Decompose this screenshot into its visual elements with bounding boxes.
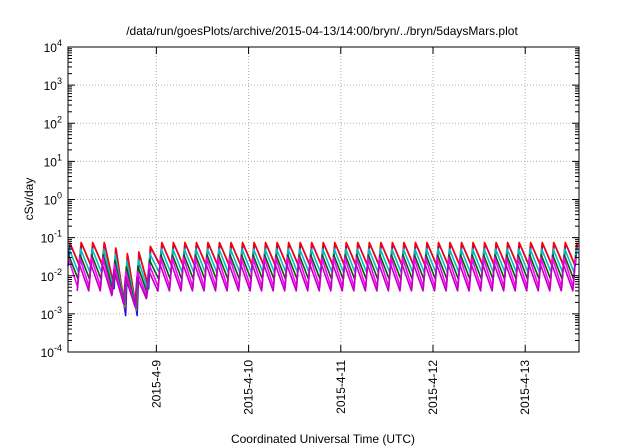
y-tick-label: 101 <box>44 152 62 169</box>
series-line <box>76 263 576 307</box>
y-tick-label: 10-2 <box>41 267 62 284</box>
grid <box>68 47 579 352</box>
y-tick-label: 102 <box>44 114 62 131</box>
y-axis-ticks: 10-4 10-3 10-2 10-1 100 101 102 103 104 <box>41 38 579 360</box>
x-tick-label: 2015-4-12 <box>426 360 440 415</box>
x-axis-title: Coordinated Universal Time (UTC) <box>231 432 415 446</box>
y-tick-label: 103 <box>44 76 62 93</box>
x-tick-label: 2015-4-11 <box>334 360 348 414</box>
x-tick-label: 2015-4-13 <box>518 360 532 415</box>
y-tick-label: 104 <box>44 38 62 55</box>
x-tick-label: 2015-4-9 <box>149 360 163 408</box>
y-tick-label: 100 <box>44 191 62 208</box>
series-layer <box>67 241 579 317</box>
y-tick-label: 10-3 <box>41 305 62 322</box>
y-tick-label: 10-1 <box>41 229 62 246</box>
x-tick-label: 2015-4-10 <box>242 360 256 415</box>
y-tick-label: 10-4 <box>41 343 62 360</box>
x-axis-ticks: 2015-4-9 2015-4-10 2015-4-11 2015-4-12 2015-… <box>149 47 532 415</box>
y-axis-title: cSv/day <box>22 178 36 221</box>
chart-title: /data/run/goesPlots/archive/2015-04-13/1… <box>126 24 518 38</box>
